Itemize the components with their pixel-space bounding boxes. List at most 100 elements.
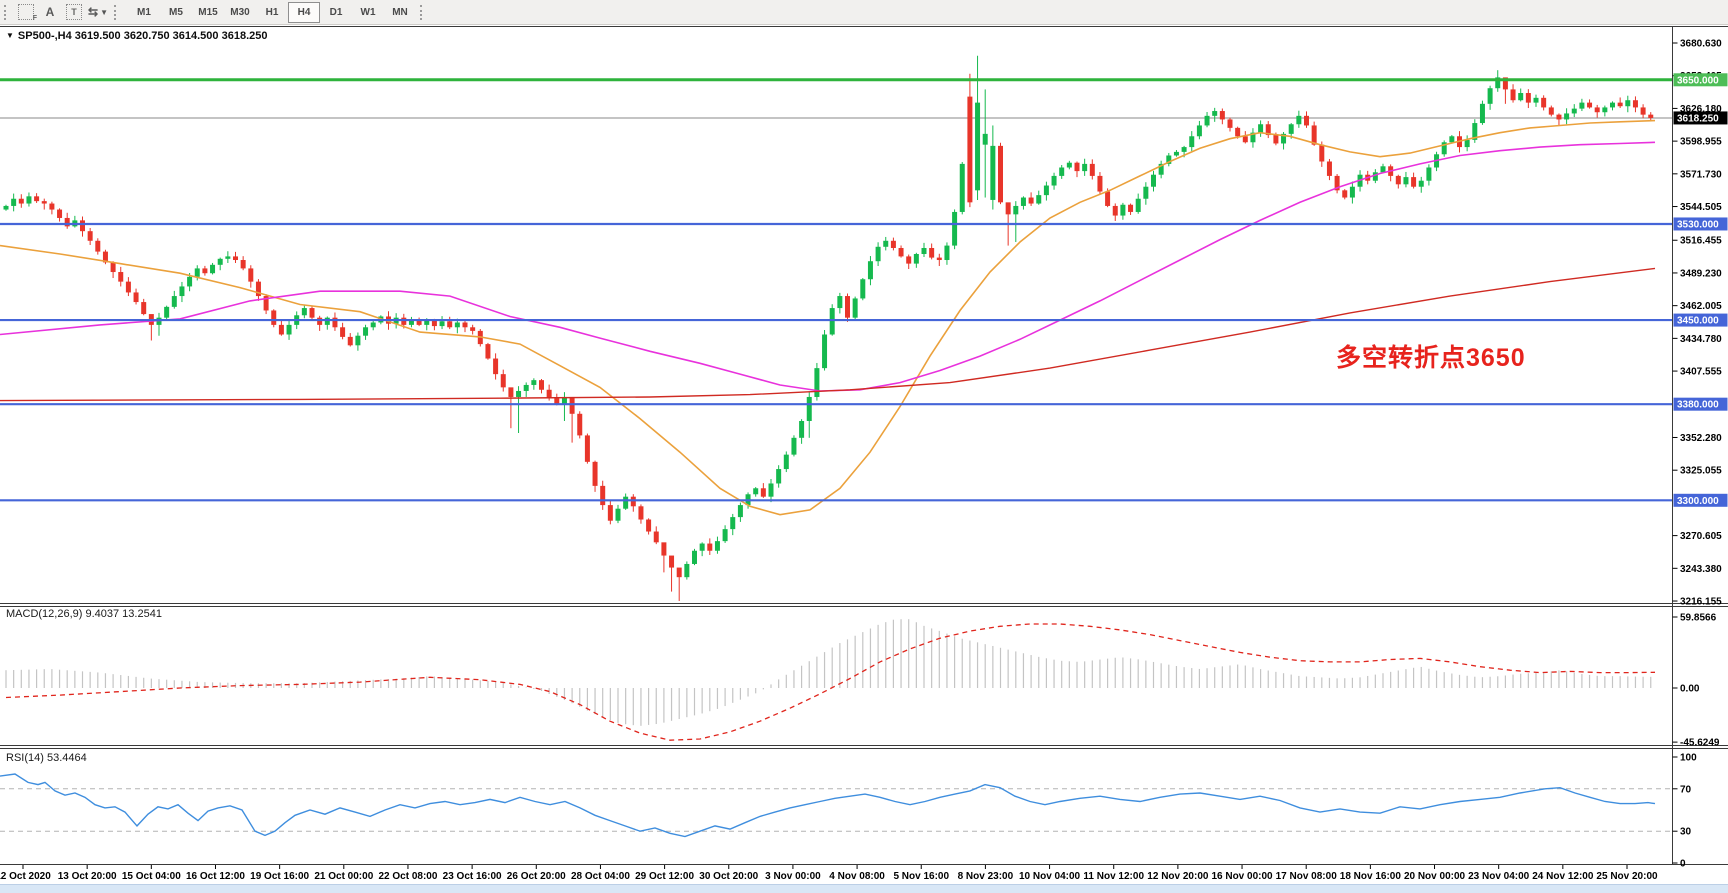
date-label: 12 Oct 2020 <box>0 871 51 882</box>
tf-button-M5[interactable]: M5 <box>169 6 183 18</box>
axis-label-3450.000: 3450.000 <box>1673 313 1728 327</box>
svg-text:3325.055: 3325.055 <box>1680 466 1722 477</box>
svg-text:3530.000: 3530.000 <box>1677 219 1719 230</box>
svg-text:3243.380: 3243.380 <box>1680 564 1722 575</box>
dropdown-caret-icon: ▼ <box>100 7 108 17</box>
tf-button-MN[interactable]: MN <box>392 6 408 18</box>
svg-text:3407.555: 3407.555 <box>1680 367 1722 378</box>
date-label: 22 Oct 08:00 <box>378 871 437 882</box>
axis-label-3530.000: 3530.000 <box>1673 217 1728 231</box>
tf-button-H1[interactable]: H1 <box>265 6 279 18</box>
text-label-icon[interactable]: T <box>62 2 86 22</box>
symbol-ohlc-text: SP500-,H4 3619.500 3620.750 3614.500 361… <box>17 30 268 42</box>
svg-text:3626.180: 3626.180 <box>1680 104 1722 115</box>
tf-button-W1[interactable]: W1 <box>360 6 376 18</box>
svg-text:3270.605: 3270.605 <box>1680 531 1722 542</box>
date-label: 29 Oct 12:00 <box>635 871 694 882</box>
date-axis: 12 Oct 2020 13 Oct 20:00 15 Oct 04:00 16 Oc… <box>0 865 1658 882</box>
tf-button-H4[interactable]: H4 <box>288 1 320 23</box>
axis-label-3650.000: 3650.000 <box>1673 73 1728 87</box>
annotation-text: 多空转折点3650 <box>1336 344 1526 372</box>
date-label: 20 Nov 00:00 <box>1404 871 1466 882</box>
price-panel[interactable] <box>0 55 1672 601</box>
date-label: 25 Nov 20:00 <box>1596 871 1658 882</box>
date-label: 18 Nov 16:00 <box>1340 871 1402 882</box>
svg-text:3434.780: 3434.780 <box>1680 334 1722 345</box>
axis-label-3300.000: 3300.000 <box>1673 493 1728 507</box>
svg-text:30: 30 <box>1680 827 1692 838</box>
date-label: 23 Oct 16:00 <box>443 871 502 882</box>
date-label: 11 Nov 12:00 <box>1083 871 1144 882</box>
svg-text:100: 100 <box>1680 753 1697 764</box>
date-label: 5 Nov 16:00 <box>893 871 949 882</box>
svg-text:3598.955: 3598.955 <box>1680 137 1722 148</box>
arrows-glyph: ⇆ <box>88 5 99 19</box>
date-label: 10 Nov 04:00 <box>1019 871 1081 882</box>
date-label: 26 Oct 20:00 <box>507 871 566 882</box>
tf-button-M30[interactable]: M30 <box>230 6 250 18</box>
svg-text:0.00: 0.00 <box>1680 684 1700 695</box>
svg-text:3618.250: 3618.250 <box>1677 113 1719 124</box>
date-label: 8 Nov 23:00 <box>958 871 1014 882</box>
svg-text:3462.005: 3462.005 <box>1680 301 1722 312</box>
symbol-dropdown-icon[interactable]: ▼ <box>6 31 14 40</box>
svg-text:3680.630: 3680.630 <box>1680 39 1722 50</box>
svg-text:3300.000: 3300.000 <box>1677 496 1719 507</box>
svg-text:3216.155: 3216.155 <box>1680 597 1722 608</box>
ma-slow-red <box>0 267 1656 402</box>
tf-button-M15[interactable]: M15 <box>198 6 218 18</box>
date-label: 17 Nov 08:00 <box>1276 871 1338 882</box>
svg-text:3650.000: 3650.000 <box>1677 75 1719 86</box>
text-a-icon[interactable]: A <box>45 5 55 19</box>
timeframe-group: M1 M5 M15 M30 H1 H4 D1 W1 MN <box>128 1 416 23</box>
macd-signal-line <box>5 623 1656 741</box>
date-label: 13 Oct 20:00 <box>58 871 117 882</box>
date-label: 15 Oct 04:00 <box>122 871 181 882</box>
svg-text:0: 0 <box>1680 859 1686 870</box>
toolbar-separator-2 <box>420 4 424 20</box>
date-label: 3 Nov 00:00 <box>765 871 821 882</box>
horizontal-scrollbar[interactable] <box>0 884 1728 893</box>
macd-indicator-label: MACD(12,26,9) 9.4037 13.2541 <box>6 608 162 620</box>
svg-text:3516.455: 3516.455 <box>1680 236 1722 247</box>
current-price-label: 3618.250 <box>1673 111 1728 125</box>
price-axis: 3680.6303653.4053626.1803598.9553571.730… <box>1672 39 1728 870</box>
macd-panel[interactable] <box>5 619 1656 741</box>
date-label: 16 Oct 12:00 <box>186 871 245 882</box>
axis-label-3380.000: 3380.000 <box>1673 397 1728 411</box>
date-label: 4 Nov 08:00 <box>829 871 885 882</box>
ma-fast-orange <box>0 119 1656 516</box>
date-label: 28 Oct 04:00 <box>571 871 630 882</box>
arrows-tool-icon[interactable]: ⇆ ▼ <box>86 2 110 22</box>
tf-button-M1[interactable]: M1 <box>137 6 151 18</box>
toolbar: F A T ⇆ ▼ M1 M5 M15 M30 H1 H4 D1 W1 MN <box>0 0 1728 25</box>
chart-title: ▼ SP500-,H4 3619.500 3620.750 3614.500 36… <box>6 30 267 42</box>
svg-text:-45.6249: -45.6249 <box>1680 738 1720 749</box>
candles-layer <box>3 55 1654 601</box>
rsi-panel[interactable] <box>0 773 1672 838</box>
svg-text:3489.230: 3489.230 <box>1680 268 1722 279</box>
ma-mid-magenta <box>0 141 1656 392</box>
svg-text:3544.505: 3544.505 <box>1680 202 1722 213</box>
svg-text:3352.280: 3352.280 <box>1680 433 1722 444</box>
date-label: 23 Nov 04:00 <box>1468 871 1530 882</box>
svg-text:59.8566: 59.8566 <box>1680 613 1717 624</box>
rsi-indicator-label: RSI(14) 53.4464 <box>6 752 87 764</box>
date-label: 21 Oct 00:00 <box>314 871 373 882</box>
svg-text:3380.000: 3380.000 <box>1677 400 1719 411</box>
rsi-line <box>0 773 1656 838</box>
date-label: 30 Oct 20:00 <box>699 871 758 882</box>
svg-text:70: 70 <box>1680 784 1692 795</box>
toolbar-grip[interactable] <box>4 4 8 20</box>
tf-button-D1[interactable]: D1 <box>329 6 343 18</box>
date-label: 16 Nov 00:00 <box>1211 871 1273 882</box>
dashed-selection-f-icon[interactable]: F <box>14 2 38 22</box>
date-label: 12 Nov 20:00 <box>1147 871 1209 882</box>
date-label: 19 Oct 16:00 <box>250 871 309 882</box>
svg-text:3571.730: 3571.730 <box>1680 169 1722 180</box>
svg-text:3450.000: 3450.000 <box>1677 316 1719 327</box>
date-label: 24 Nov 12:00 <box>1532 871 1594 882</box>
toolbar-separator <box>114 4 118 20</box>
